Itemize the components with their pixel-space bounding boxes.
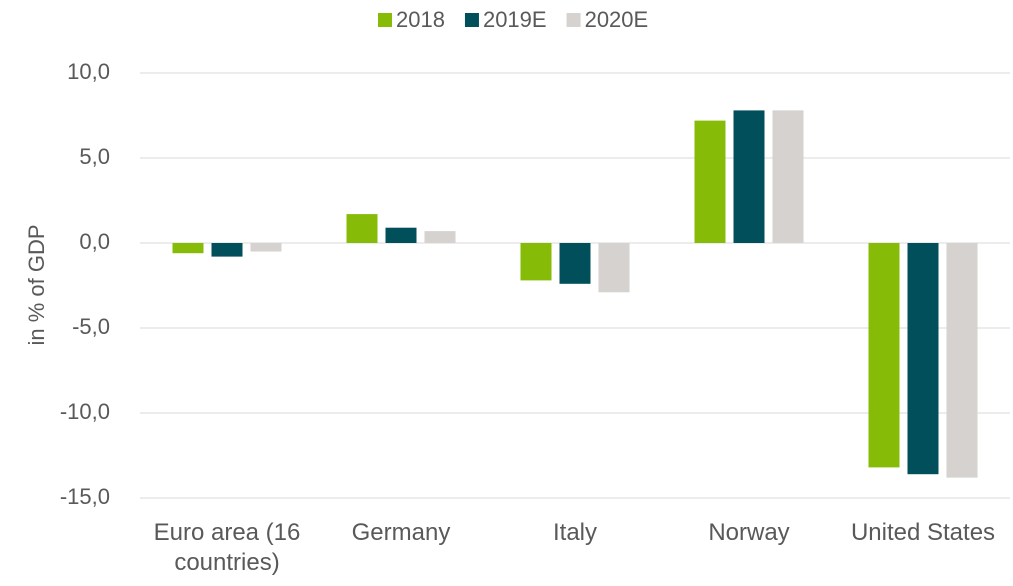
y-tick-label: -15,0 bbox=[60, 484, 110, 509]
y-tick-label: -10,0 bbox=[60, 399, 110, 424]
x-tick-label: Euro area (16 countries) bbox=[153, 519, 301, 576]
bar bbox=[346, 214, 378, 243]
bar bbox=[211, 243, 243, 257]
y-tick-label: 5,0 bbox=[79, 144, 110, 169]
y-tick-label: 10,0 bbox=[67, 59, 110, 84]
bar bbox=[172, 243, 204, 254]
bar bbox=[946, 243, 978, 478]
bar bbox=[520, 243, 552, 281]
legend-label: 2018 bbox=[396, 7, 445, 32]
bar bbox=[424, 231, 456, 243]
x-tick-label: Norway bbox=[708, 519, 790, 546]
y-tick-label: -5,0 bbox=[72, 314, 110, 339]
legend-swatch bbox=[566, 13, 581, 27]
bar bbox=[694, 120, 726, 243]
bar bbox=[598, 243, 630, 293]
bar bbox=[385, 227, 417, 243]
bar bbox=[559, 243, 591, 284]
legend-swatch bbox=[464, 13, 479, 27]
y-axis-title: in % of GDP bbox=[24, 224, 49, 345]
x-tick-label: Germany bbox=[351, 519, 451, 546]
legend-swatch bbox=[378, 13, 392, 27]
bar bbox=[772, 110, 804, 244]
x-tick-label: Italy bbox=[552, 519, 597, 546]
bar bbox=[868, 243, 900, 468]
x-tick-label: United States bbox=[850, 519, 996, 546]
bar bbox=[250, 243, 282, 252]
y-tick-label: 0,0 bbox=[79, 229, 110, 254]
legend-label: 2019E bbox=[483, 7, 547, 32]
legend-label: 2020E bbox=[585, 7, 649, 32]
bar bbox=[907, 243, 939, 475]
bar bbox=[733, 110, 765, 244]
